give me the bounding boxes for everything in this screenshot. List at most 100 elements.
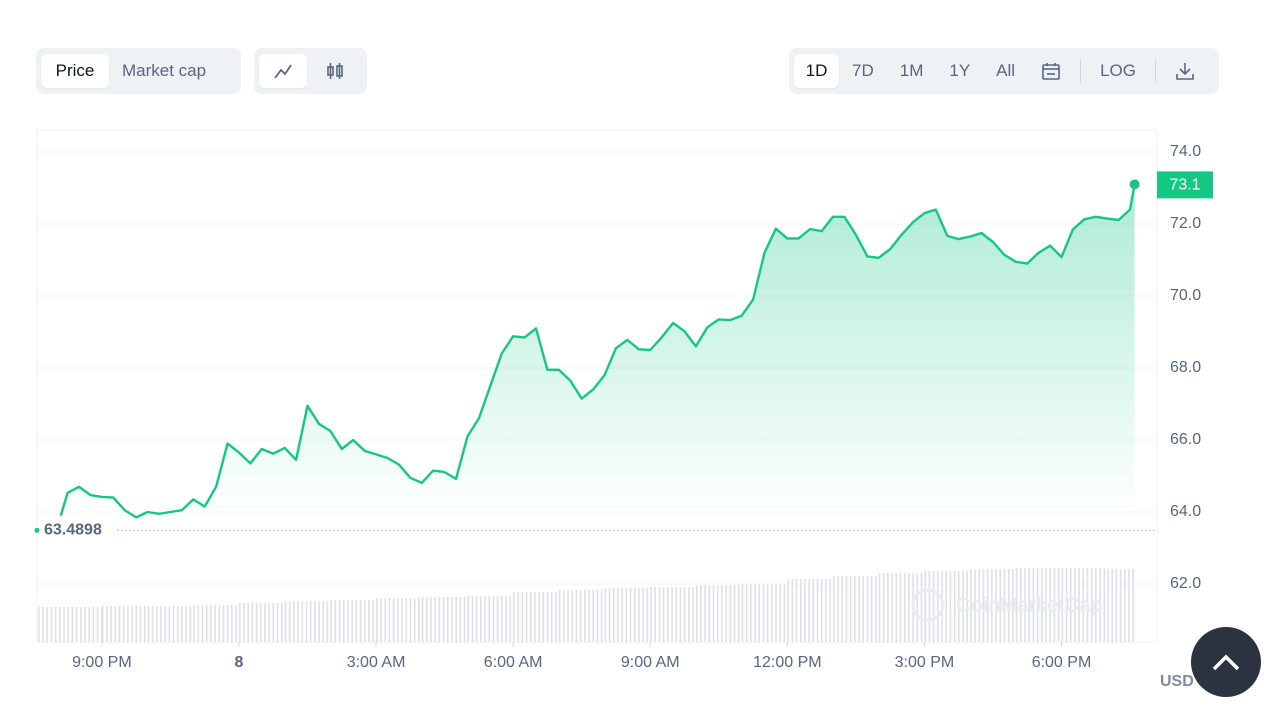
range-button[interactable]: 1M [899, 61, 924, 80]
price-line [59, 184, 1136, 519]
volume-bar [882, 573, 885, 642]
y-tick-label: 62.0 [1170, 575, 1201, 592]
volume-bar [309, 601, 312, 642]
volume-bar [255, 603, 258, 642]
volume-bar [59, 607, 61, 642]
volume-bar [908, 573, 910, 642]
volume-bar [638, 588, 640, 642]
volume-bar [347, 600, 349, 642]
volume-bar [505, 596, 507, 642]
volume-bar [418, 598, 420, 642]
volume-bar [737, 585, 740, 642]
divider [1154, 59, 1156, 83]
calendar-icon [1042, 63, 1060, 80]
volume-bar [1119, 569, 1122, 642]
volume-bar [284, 601, 287, 642]
volume-bar [1057, 568, 1060, 642]
log-button[interactable]: LOG [1100, 61, 1136, 80]
volume-bar [579, 590, 582, 642]
volume-bar [322, 601, 325, 642]
candle-type-button[interactable] [307, 54, 362, 88]
volume-bar [625, 588, 628, 642]
volume-bar [558, 590, 561, 642]
volume-bar [101, 607, 103, 642]
volume-bar [966, 571, 969, 642]
volume-bar [463, 597, 466, 642]
range-button[interactable]: 1D [794, 54, 839, 88]
metric-button[interactable]: Market cap [122, 61, 207, 80]
x-tick-label: 9:00 PM [72, 654, 132, 671]
volume-bar [38, 607, 40, 642]
volume-bar [455, 597, 457, 642]
volume-bar [92, 607, 95, 642]
volume-bar [197, 605, 200, 642]
volume-bar [808, 579, 810, 642]
volume-bar [513, 592, 515, 642]
x-tick-label: 8 [235, 654, 244, 671]
volume-bar [1128, 569, 1130, 642]
y-tick-label: 74.0 [1170, 143, 1201, 160]
volume-bar [459, 597, 462, 642]
volume-bar [276, 603, 279, 642]
volume-bar [887, 573, 889, 642]
volume-bar [1078, 568, 1080, 642]
volume-bar [135, 606, 138, 642]
volume-bar [949, 571, 952, 642]
volume-bar [650, 587, 652, 642]
metric-button[interactable]: Price [41, 54, 109, 88]
volume-bar [251, 603, 254, 642]
volume-bar [127, 606, 129, 642]
range-button[interactable]: 7D [852, 61, 874, 80]
volume-bar [745, 584, 748, 642]
volume-bar [147, 606, 150, 642]
volume-bar [878, 573, 881, 642]
volume-bar [679, 587, 682, 642]
volume-bar [151, 606, 154, 642]
volume-bar [1095, 568, 1097, 642]
volume-bar [546, 592, 549, 642]
volume-bar [978, 569, 981, 642]
volume-bar [297, 601, 299, 642]
range-button[interactable]: 1Y [949, 61, 971, 80]
y-tick-label: 66.0 [1170, 431, 1201, 448]
volume-bar [1061, 568, 1064, 642]
y-tick-label: 64.0 [1170, 503, 1201, 520]
scroll-top-button[interactable] [1191, 627, 1261, 697]
calendar-button[interactable] [1028, 54, 1074, 88]
download-button[interactable] [1162, 54, 1208, 88]
volume-bar [758, 584, 761, 642]
volume-bar [675, 587, 678, 642]
volume-bar [837, 576, 839, 642]
volume-bar [259, 603, 262, 642]
range-toggle: 1D 7D 1M 1Y All LOG [789, 48, 1219, 94]
volume-bar [712, 585, 715, 642]
volume-bar [1041, 568, 1043, 642]
volume-bar [247, 603, 249, 642]
volume-bar [741, 584, 744, 642]
range-button[interactable]: All [996, 61, 1016, 80]
volume-bar [238, 603, 241, 642]
volume-bar [820, 579, 823, 642]
volume-bar [816, 579, 819, 642]
volume-bar [604, 588, 607, 642]
volume-bar [542, 592, 545, 642]
volume-bar [164, 606, 166, 642]
volume-bar [870, 576, 873, 642]
volume-bar [845, 576, 848, 642]
volume-bar [205, 605, 208, 642]
line-type-button[interactable] [259, 54, 308, 88]
volume-bar [825, 579, 827, 642]
y-tick-label: 68.0 [1170, 359, 1201, 376]
volume-bar [903, 573, 906, 642]
volume-bar [1099, 568, 1101, 642]
volume-bar [106, 606, 108, 642]
volume-bar [509, 596, 512, 642]
volume-bar [612, 588, 615, 642]
volume-bar [795, 579, 798, 642]
volume-bar [193, 605, 195, 642]
volume-bar [155, 606, 158, 642]
volume-bar [1012, 569, 1014, 642]
volume-bar [280, 603, 283, 642]
last-label-bg [1157, 171, 1213, 199]
